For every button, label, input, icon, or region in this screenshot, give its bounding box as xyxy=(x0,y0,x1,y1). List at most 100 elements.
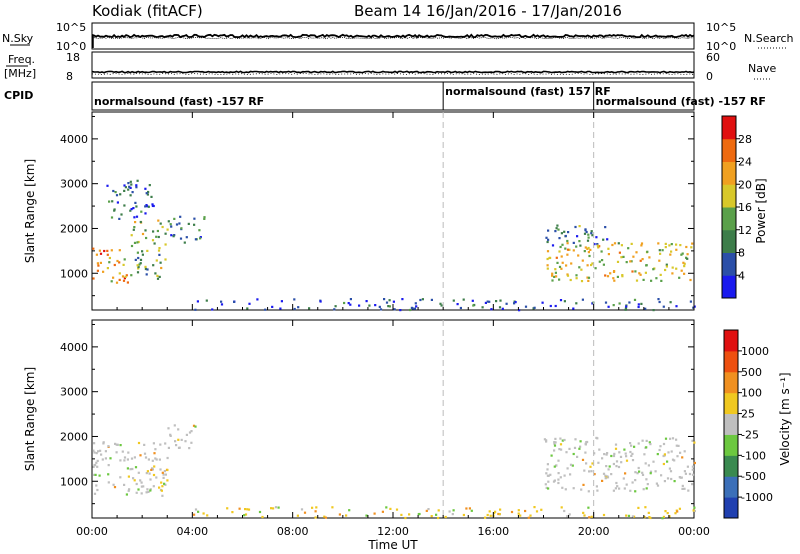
echo-cell xyxy=(561,261,564,264)
echo-cell xyxy=(419,298,422,302)
freq-line xyxy=(91,70,695,74)
echo-cell xyxy=(95,452,98,455)
echo-cell xyxy=(389,507,392,510)
echo-cell xyxy=(533,306,536,309)
echo-cell xyxy=(563,438,566,442)
echo-cell xyxy=(587,506,590,509)
echo-cell xyxy=(517,512,520,515)
echo-cell xyxy=(593,243,596,246)
echo-cell xyxy=(664,510,667,513)
echo-cell xyxy=(256,298,259,301)
echo-cell xyxy=(159,261,162,264)
echo-cell xyxy=(127,451,130,454)
echo-cell xyxy=(675,248,678,251)
echo-cell xyxy=(669,437,672,440)
velocity-colorbar-tick-label: 1000 xyxy=(741,345,769,358)
echo-cell xyxy=(601,457,604,460)
echo-cell xyxy=(430,515,433,518)
echo-cell xyxy=(130,274,133,277)
freq-label: Freq. xyxy=(8,53,35,66)
echo-cell xyxy=(649,472,652,475)
echo-cell xyxy=(606,452,609,455)
echo-cell xyxy=(155,235,158,238)
echo-cell xyxy=(193,217,196,220)
echo-cell xyxy=(148,184,151,187)
x-tick-label: 00:00 xyxy=(678,525,710,538)
echo-cell xyxy=(554,271,557,274)
echo-cell xyxy=(622,255,625,258)
echo-cell xyxy=(549,473,552,476)
echo-cell xyxy=(323,515,326,518)
echo-cell xyxy=(144,229,147,232)
x-tick-label: 20:00 xyxy=(578,525,610,538)
echo-cell xyxy=(641,258,644,261)
echo-cell xyxy=(666,460,669,463)
echo-cell xyxy=(459,306,462,310)
echo-cell xyxy=(590,515,593,518)
echo-cell xyxy=(93,442,96,445)
echo-cell xyxy=(133,226,136,229)
echo-cell xyxy=(308,307,311,310)
echo-cell xyxy=(188,447,191,450)
echo-cell xyxy=(126,281,129,284)
echo-cell xyxy=(561,486,564,489)
power-y-axis: 1000 2000 3000 4000 xyxy=(60,115,694,297)
echo-cell xyxy=(545,440,548,443)
echo-cell xyxy=(546,257,549,261)
echo-cell xyxy=(190,430,193,433)
echo-cell xyxy=(280,300,283,303)
echo-cell xyxy=(566,253,569,256)
colorbar-swatch xyxy=(722,252,736,276)
echo-cell xyxy=(596,243,599,246)
echo-cell xyxy=(648,441,651,444)
echo-cell xyxy=(566,248,570,251)
echo-cell xyxy=(139,262,142,265)
colorbar-swatch xyxy=(722,207,736,231)
echo-cell xyxy=(92,247,95,250)
echo-cell xyxy=(123,204,126,207)
echo-cell xyxy=(606,476,610,479)
echo-cell xyxy=(631,515,634,518)
echo-cell xyxy=(597,246,600,249)
echo-cell xyxy=(559,437,562,440)
echo-cell xyxy=(104,457,107,460)
echo-cell xyxy=(205,299,208,302)
echo-cell xyxy=(602,513,606,517)
echo-cell xyxy=(598,448,601,451)
echo-cell xyxy=(615,460,619,463)
y-tick-label: 4000 xyxy=(60,133,88,146)
echo-cell xyxy=(584,246,587,249)
echo-cell xyxy=(140,210,143,213)
echo-cell xyxy=(576,455,579,458)
echo-cell xyxy=(167,220,170,223)
echo-cell xyxy=(395,508,399,511)
echo-cell xyxy=(244,513,248,516)
echo-cell xyxy=(486,513,489,517)
echo-cell xyxy=(642,278,645,281)
echo-cell xyxy=(425,509,428,512)
echo-cell xyxy=(573,446,577,449)
echo-cell xyxy=(133,216,136,219)
echo-cell xyxy=(638,272,641,275)
echo-cell xyxy=(546,474,549,477)
echo-cell xyxy=(577,254,580,257)
echo-cell xyxy=(452,299,455,302)
echo-cell xyxy=(414,302,417,305)
echo-cell xyxy=(173,424,176,427)
echo-cell xyxy=(334,305,337,308)
echo-cell xyxy=(661,517,664,520)
echo-cell xyxy=(665,265,668,268)
echo-cell xyxy=(649,516,652,520)
echo-cell xyxy=(136,271,140,274)
echo-cell xyxy=(137,471,140,474)
echo-cell xyxy=(119,444,122,447)
echo-cell xyxy=(138,263,141,266)
echo-cell xyxy=(106,249,109,252)
echo-cell xyxy=(159,468,162,471)
echo-cell xyxy=(147,490,150,493)
echo-cell xyxy=(616,485,619,488)
echo-cell xyxy=(112,483,115,486)
echo-cell xyxy=(689,278,692,282)
echo-cell xyxy=(430,298,433,301)
echo-cell xyxy=(641,439,644,442)
